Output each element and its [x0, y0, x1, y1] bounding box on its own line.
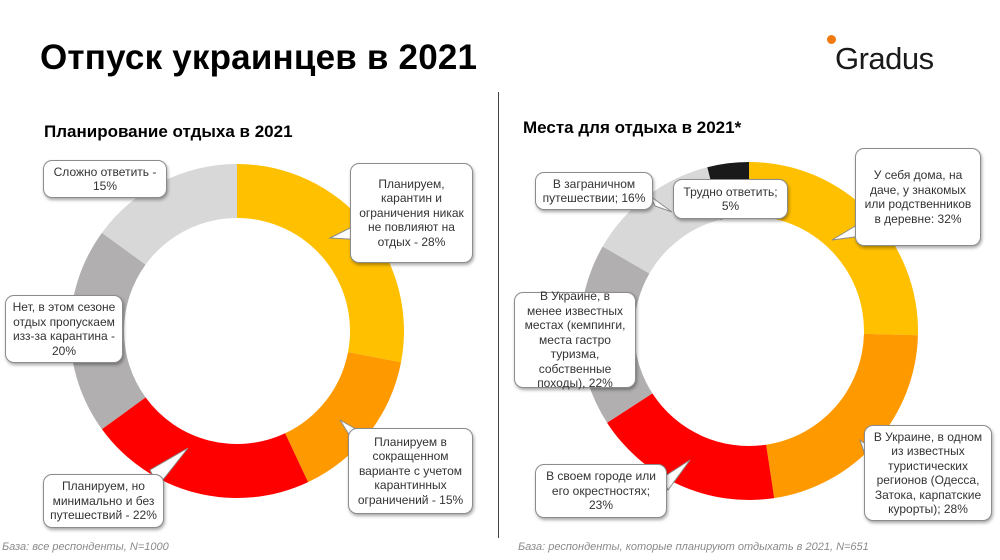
- chart-title-places: Места для отдыха в 2021*: [523, 118, 742, 137]
- brand-logo: Gradus: [835, 41, 934, 76]
- callout-home-dacha: У себя дома, на даче, у знакомых или род…: [855, 148, 981, 246]
- planning-slice-4: [101, 164, 237, 265]
- places-slice-1: [766, 333, 918, 499]
- callout-plan-no-impact: Планируем, карантин и ограничения никак …: [350, 163, 473, 263]
- callout-hard-to-answer: Сложно ответить - 15%: [43, 160, 167, 198]
- callout-hard-to-answer-places: Трудно ответить; 5%: [673, 179, 788, 219]
- footnote-planning: База: все респонденты, N=1000: [2, 541, 169, 553]
- planning-slice-1: [285, 352, 402, 483]
- callout-lesser-known: В Украине, в менее известных местах (кем…: [514, 289, 636, 390]
- vertical-divider: [498, 92, 499, 538]
- places-slice-2: [607, 393, 775, 500]
- footnote-places: База: респонденты, которые планируют отд…: [518, 541, 869, 553]
- logo-dot-icon: [827, 35, 836, 44]
- callout-known-regions: В Украине, в одном из известных туристич…: [864, 425, 992, 521]
- planning-slice-0: [237, 164, 404, 363]
- callout-own-city: В своем городе или его окрестностях; 23%: [535, 464, 667, 518]
- page-title: Отпуск украинцев в 2021: [40, 38, 478, 77]
- callout-reduced-plan: Планируем в сокращенном варианте с учето…: [348, 428, 473, 514]
- callout-abroad: В заграничном путешествии; 16%: [535, 172, 653, 210]
- places-slice-0: [749, 162, 918, 336]
- callout-skip-season: Нет, в этом сезоне отдых пропускаем изз-…: [5, 295, 123, 363]
- chart-title-planning: Планирование отдыха в 2021: [44, 122, 293, 141]
- callout-minimal-plan: Планируем, но минимально и без путешеств…: [43, 474, 164, 528]
